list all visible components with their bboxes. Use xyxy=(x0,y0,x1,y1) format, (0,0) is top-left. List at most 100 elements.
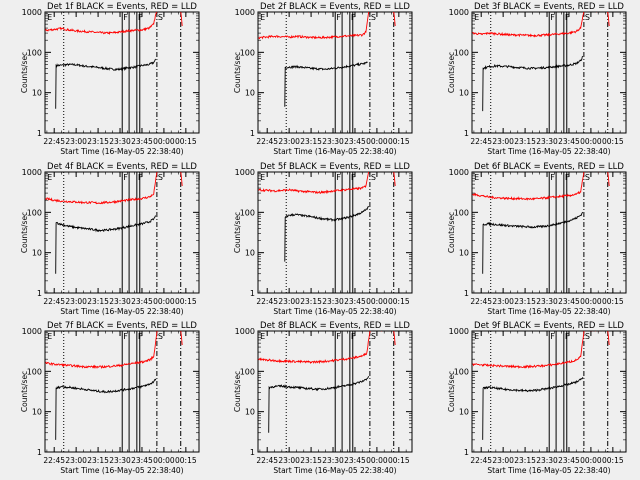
y-tick-label: 1000 xyxy=(449,8,469,17)
panel-title: Det 8f BLACK = Events, RED = LLD xyxy=(260,321,410,331)
panel-title: Det 6f BLACK = Events, RED = LLD xyxy=(474,162,624,172)
x-tick-label: 22:45 xyxy=(43,297,65,306)
y-tick-label: 1000 xyxy=(449,327,469,336)
x-tick-label: 00:00 xyxy=(153,456,175,465)
y-tick-label: 1000 xyxy=(235,327,255,336)
x-tick-label: 23:15 xyxy=(514,456,536,465)
x-tick-label: 23:15 xyxy=(87,297,109,306)
x-tick-label: 00:00 xyxy=(153,137,175,146)
x-tick-label: 23:15 xyxy=(514,297,536,306)
y-tick-label: 1 xyxy=(37,448,42,457)
x-tick-label: 23:15 xyxy=(87,137,109,146)
panel-title: Det 4f BLACK = Events, RED = LLD xyxy=(47,162,197,172)
x-axis-label: Start Time (16-May-05 22:38:40) xyxy=(273,307,396,316)
event-marker-f: F xyxy=(123,332,128,341)
y-tick-label: 1000 xyxy=(449,168,469,177)
series-events-line xyxy=(55,378,157,440)
x-tick-label: 23:30 xyxy=(536,297,558,306)
x-tick-label: 00:00 xyxy=(580,297,602,306)
event-marker-s: S xyxy=(371,332,376,341)
y-tick-label: 1 xyxy=(250,129,255,138)
x-tick-label: 22:45 xyxy=(470,456,492,465)
plot-area xyxy=(258,12,396,133)
panel-9: Det 9f BLACK = Events, RED = LLD 1 10 100 10… xyxy=(447,321,627,475)
x-tick-label: 00:15 xyxy=(175,456,197,465)
x-tick-label: 22:45 xyxy=(256,456,278,465)
y-tick-label: 10 xyxy=(245,249,255,258)
x-tick-label: 22:45 xyxy=(43,137,65,146)
plot-area xyxy=(45,12,183,133)
y-tick-label: 100 xyxy=(27,367,42,376)
y-tick-label: 10 xyxy=(32,408,42,417)
plot-area xyxy=(45,331,183,452)
y-tick-label: 1 xyxy=(464,129,469,138)
panel-1: Det 1f BLACK = Events, RED = LLD 1 10 100 10… xyxy=(20,2,200,156)
panel-4: Det 4f BLACK = Events, RED = LLD 1 10 100 10… xyxy=(20,162,200,316)
event-marker-e: E xyxy=(47,13,52,22)
y-axis-label: Counts/sec xyxy=(447,371,456,412)
x-tick-label: 23:30 xyxy=(536,137,558,146)
x-tick-label: 23:30 xyxy=(109,456,131,465)
series-events-line xyxy=(482,211,584,274)
event-marker-s: S xyxy=(158,13,163,22)
x-tick-label: 23:45 xyxy=(344,137,366,146)
y-tick-label: 10 xyxy=(245,408,255,417)
x-tick-label: 23:45 xyxy=(558,297,580,306)
y-tick-label: 10 xyxy=(245,89,255,98)
y-tick-label: 10 xyxy=(459,89,469,98)
event-marker-f: F xyxy=(123,173,128,182)
panel-title: Det 7f BLACK = Events, RED = LLD xyxy=(47,321,197,331)
x-tick-label: 00:15 xyxy=(602,456,624,465)
event-marker-s: S xyxy=(585,332,590,341)
series-events-line xyxy=(268,376,370,433)
panel-2: Det 2f BLACK = Events, RED = LLD 1 10 100 10… xyxy=(233,2,413,156)
series-lld-line xyxy=(472,172,610,201)
event-marker-f: F xyxy=(138,173,143,182)
series-events-line xyxy=(482,55,584,112)
x-tick-label: 23:30 xyxy=(109,297,131,306)
event-marker-f: F xyxy=(565,332,570,341)
x-tick-label: 23:30 xyxy=(109,137,131,146)
x-tick-label: 00:15 xyxy=(388,456,410,465)
plot-area xyxy=(472,331,610,452)
x-tick-label: 23:45 xyxy=(131,137,153,146)
panel-title: Det 1f BLACK = Events, RED = LLD xyxy=(47,2,197,12)
x-tick-label: 23:30 xyxy=(322,456,344,465)
event-marker-s: S xyxy=(371,173,376,182)
x-axis-label: Start Time (16-May-05 22:38:40) xyxy=(60,307,183,316)
event-marker-f: F xyxy=(123,13,128,22)
x-tick-label: 23:45 xyxy=(558,456,580,465)
x-axis-label: Start Time (16-May-05 22:38:40) xyxy=(60,466,183,475)
panel-3: Det 3f BLACK = Events, RED = LLD 1 10 100 10… xyxy=(447,2,627,156)
x-tick-label: 00:00 xyxy=(153,297,175,306)
y-tick-label: 1 xyxy=(37,129,42,138)
series-events-line xyxy=(284,206,370,262)
y-tick-label: 1 xyxy=(37,289,42,298)
panel-8: Det 8f BLACK = Events, RED = LLD 1 10 100 10… xyxy=(233,321,413,475)
x-tick-label: 23:00 xyxy=(278,137,300,146)
event-marker-f: F xyxy=(336,332,341,341)
y-tick-label: 100 xyxy=(454,48,469,57)
y-tick-label: 1 xyxy=(250,289,255,298)
y-tick-label: 1000 xyxy=(235,168,255,177)
series-lld-line xyxy=(45,172,183,205)
series-lld-line xyxy=(258,12,396,40)
event-marker-f: F xyxy=(138,13,143,22)
x-tick-label: 22:45 xyxy=(256,137,278,146)
y-axis-label: Counts/sec xyxy=(233,212,242,253)
y-tick-label: 100 xyxy=(27,208,42,217)
x-tick-label: 23:30 xyxy=(536,456,558,465)
y-axis-label: Counts/sec xyxy=(20,212,29,253)
x-tick-label: 23:00 xyxy=(492,297,514,306)
x-tick-label: 23:45 xyxy=(344,297,366,306)
x-axis-label: Start Time (16-May-05 22:38:40) xyxy=(487,466,610,475)
event-marker-e: E xyxy=(260,13,265,22)
x-tick-label: 00:15 xyxy=(602,137,624,146)
x-tick-label: 23:00 xyxy=(65,297,87,306)
x-tick-label: 00:15 xyxy=(388,297,410,306)
event-marker-f: F xyxy=(138,332,143,341)
panel-title: Det 5f BLACK = Events, RED = LLD xyxy=(260,162,410,172)
y-axis-label: Counts/sec xyxy=(20,371,29,412)
